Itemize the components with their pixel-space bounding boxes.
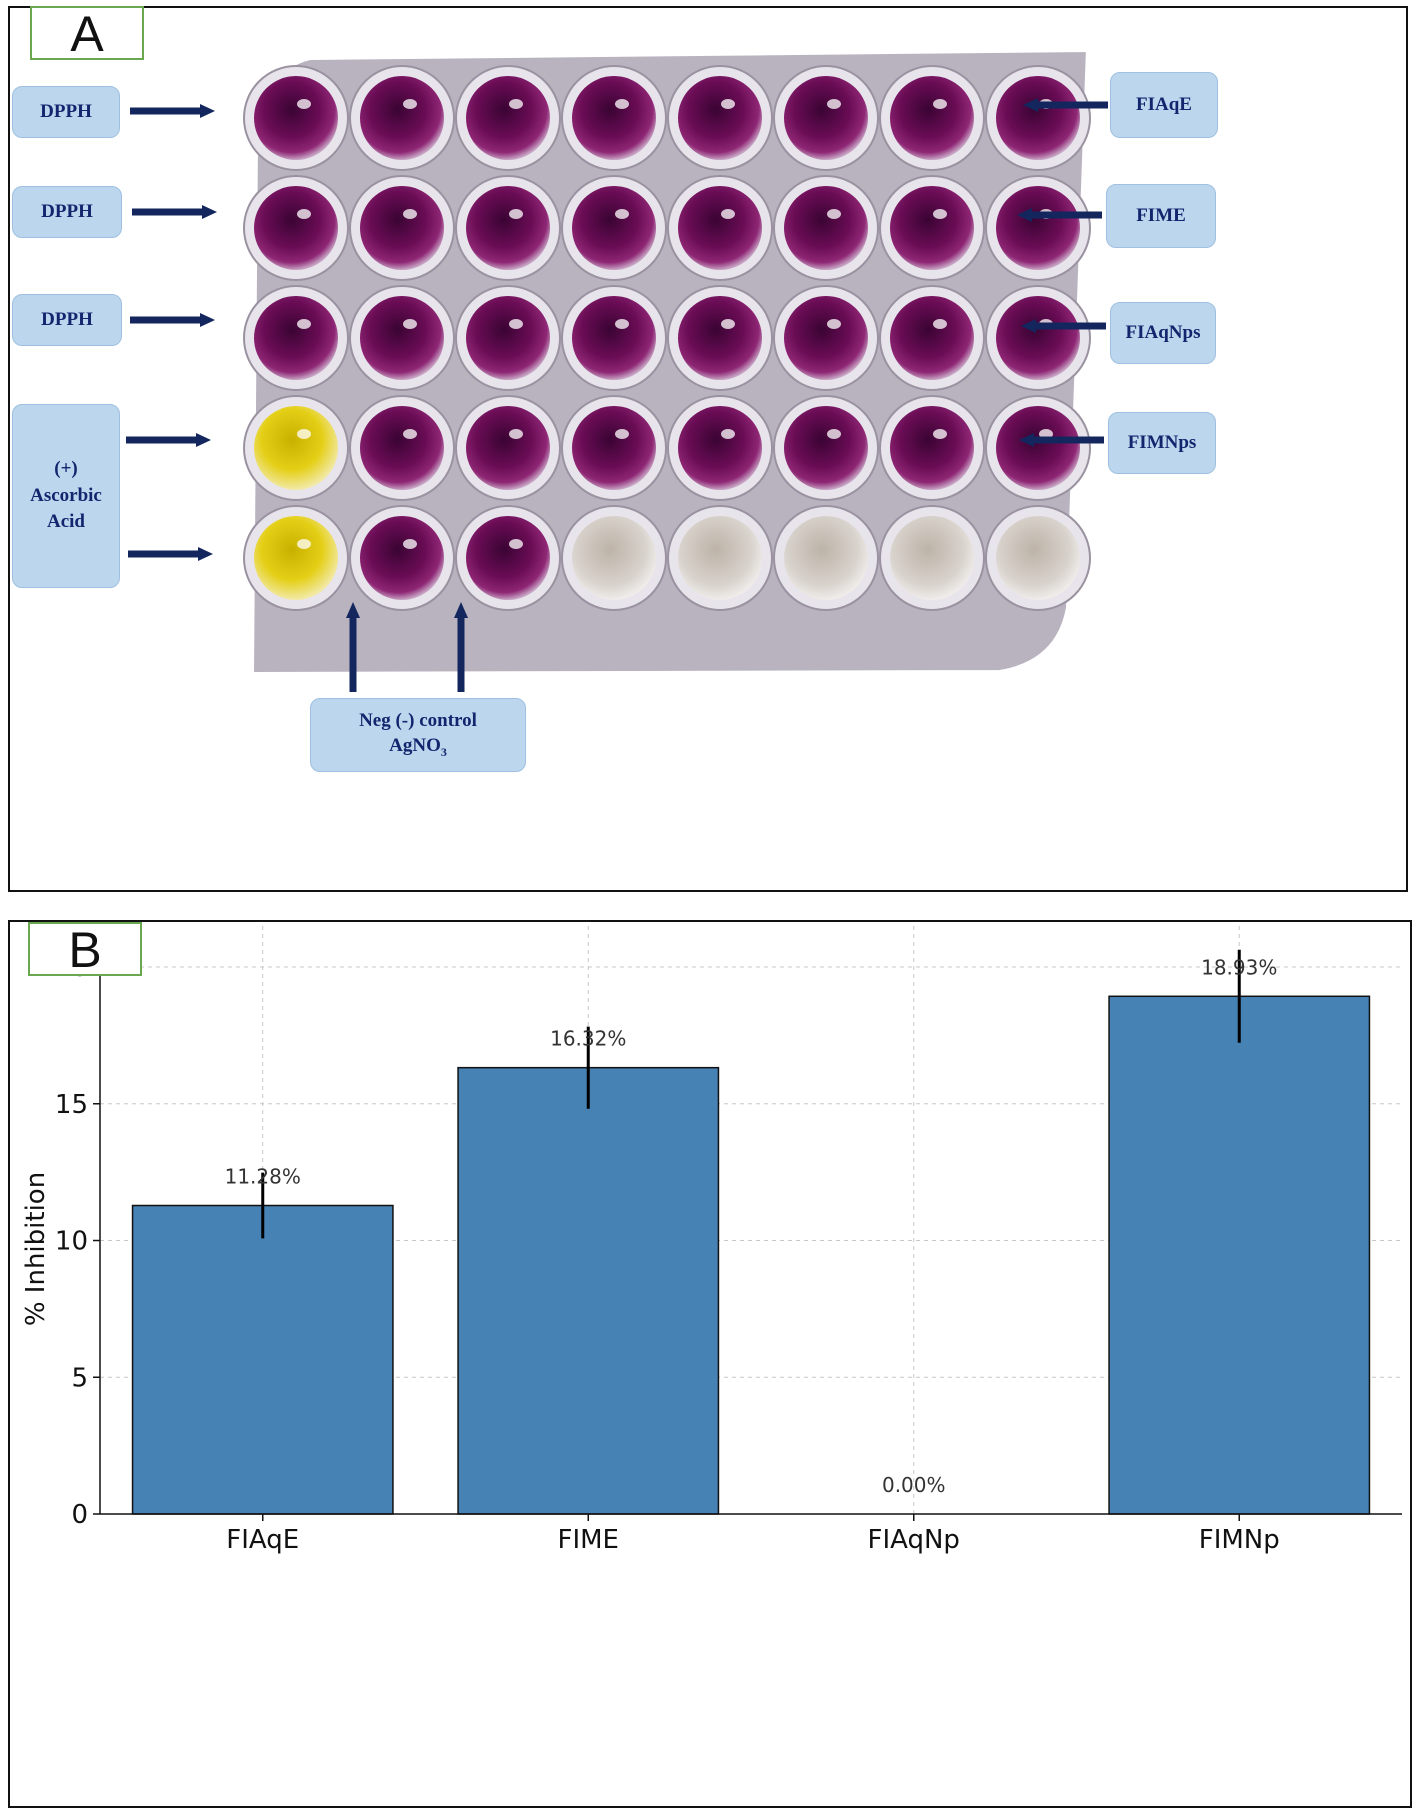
neg-control-line2: AgNO3 (389, 734, 447, 760)
well-purple (243, 175, 349, 281)
bar-fiaqe (131, 1204, 394, 1515)
bar-fimnp (1108, 995, 1371, 1515)
y-tick-label: 5 (71, 1363, 88, 1393)
well-purple (879, 65, 985, 171)
well-purple (773, 175, 879, 281)
well-purple (349, 175, 455, 281)
fiaqe-label: FIAqE (1110, 72, 1218, 138)
panel-b-label: B (28, 922, 142, 976)
arrow-ascorbic-row5 (128, 547, 213, 561)
panel-b: 11.28%16.32%0.00%18.93% 05101520 FIAqEFI… (8, 920, 1412, 1808)
well-purple (349, 285, 455, 391)
well-plate-photo (243, 48, 1095, 681)
arrow-dpph-row3 (130, 313, 215, 327)
well-purple (879, 175, 985, 281)
ascorbic-label-line3: Acid (47, 511, 85, 533)
x-tick-label-fiaqe: FIAqE (226, 1525, 299, 1555)
arrow-dpph-row2 (132, 205, 217, 219)
arrow-fimnps (1019, 433, 1104, 447)
x-tick-label-fimnp: FIMNp (1199, 1525, 1280, 1555)
neg-control-subscript: 3 (440, 744, 447, 759)
x-tick-label-fime: FIME (558, 1525, 619, 1555)
bar-fime (457, 1066, 720, 1515)
well-purple (349, 65, 455, 171)
well-purple (349, 395, 455, 501)
well-purple (561, 285, 667, 391)
well-empty (667, 505, 773, 611)
data-label-fime: 16.32% (550, 1027, 626, 1051)
arrow-dpph-row1 (130, 104, 215, 118)
data-label-fiaqnp: 0.00% (882, 1473, 946, 1497)
neg-control-agno: AgNO (389, 735, 441, 757)
dpph-label-row2: DPPH (12, 186, 122, 238)
dpph-label-row3: DPPH (12, 294, 122, 346)
arrow-neg-control-col2 (346, 602, 360, 692)
well-purple (243, 285, 349, 391)
neg-control-line1: Neg (-) control (359, 710, 477, 732)
well-purple (773, 285, 879, 391)
well-purple (985, 395, 1091, 501)
dpph-label-row1: DPPH (12, 86, 120, 138)
well-purple (455, 285, 561, 391)
well-purple (773, 395, 879, 501)
well-purple (879, 285, 985, 391)
fime-label: FIME (1106, 184, 1216, 248)
ascorbic-label-line1: (+) (54, 458, 78, 480)
y-tick-label: 10 (55, 1227, 88, 1257)
ascorbic-acid-label: (+) Ascorbic Acid (12, 404, 120, 588)
arrow-ascorbic-row4 (126, 433, 211, 447)
well-empty (773, 505, 879, 611)
y-tick-label: 0 (71, 1500, 88, 1530)
y-tick-label: 15 (55, 1090, 88, 1120)
well-empty (879, 505, 985, 611)
well-purple (455, 395, 561, 501)
panel-a: A DPPH DPPH DPPH (+) (8, 6, 1408, 892)
well-purple (561, 175, 667, 281)
well-purple (879, 395, 985, 501)
negative-control-label: Neg (-) control AgNO3 (310, 698, 526, 772)
well-purple (455, 175, 561, 281)
well-purple (667, 65, 773, 171)
well-purple (667, 175, 773, 281)
data-label-fimnp: 18.93% (1201, 955, 1277, 979)
annotation-arrows (126, 98, 1108, 692)
ascorbic-label-line2: Ascorbic (30, 484, 102, 506)
well-yellow (243, 395, 349, 501)
panel-a-label: A (30, 6, 144, 60)
well-purple (455, 505, 561, 611)
well-empty (985, 505, 1091, 611)
arrow-fime (1017, 208, 1102, 222)
fimnps-label: FIMNps (1108, 412, 1216, 474)
y-axis-label: % Inhibition (21, 1172, 51, 1326)
well-purple (985, 285, 1091, 391)
well-empty (561, 505, 667, 611)
well-purple (773, 65, 879, 171)
arrow-neg-control-col3 (454, 602, 468, 692)
well-purple (561, 65, 667, 171)
well-purple (667, 285, 773, 391)
arrow-fiaqe (1023, 98, 1108, 112)
x-tick-label-fiaqnp: FIAqNp (868, 1525, 960, 1555)
well-purple (349, 505, 455, 611)
fiaqnps-label: FIAqNps (1110, 302, 1216, 364)
well-yellow (243, 505, 349, 611)
well-purple (455, 65, 561, 171)
well-purple (667, 395, 773, 501)
well-purple (985, 175, 1091, 281)
arrow-fiaqnps (1021, 319, 1106, 333)
well-purple (243, 65, 349, 171)
inhibition-bar-chart: 11.28%16.32%0.00%18.93% 05101520 FIAqEFI… (21, 926, 1402, 1555)
data-label-fiaqe: 11.28% (225, 1165, 301, 1189)
well-purple (561, 395, 667, 501)
